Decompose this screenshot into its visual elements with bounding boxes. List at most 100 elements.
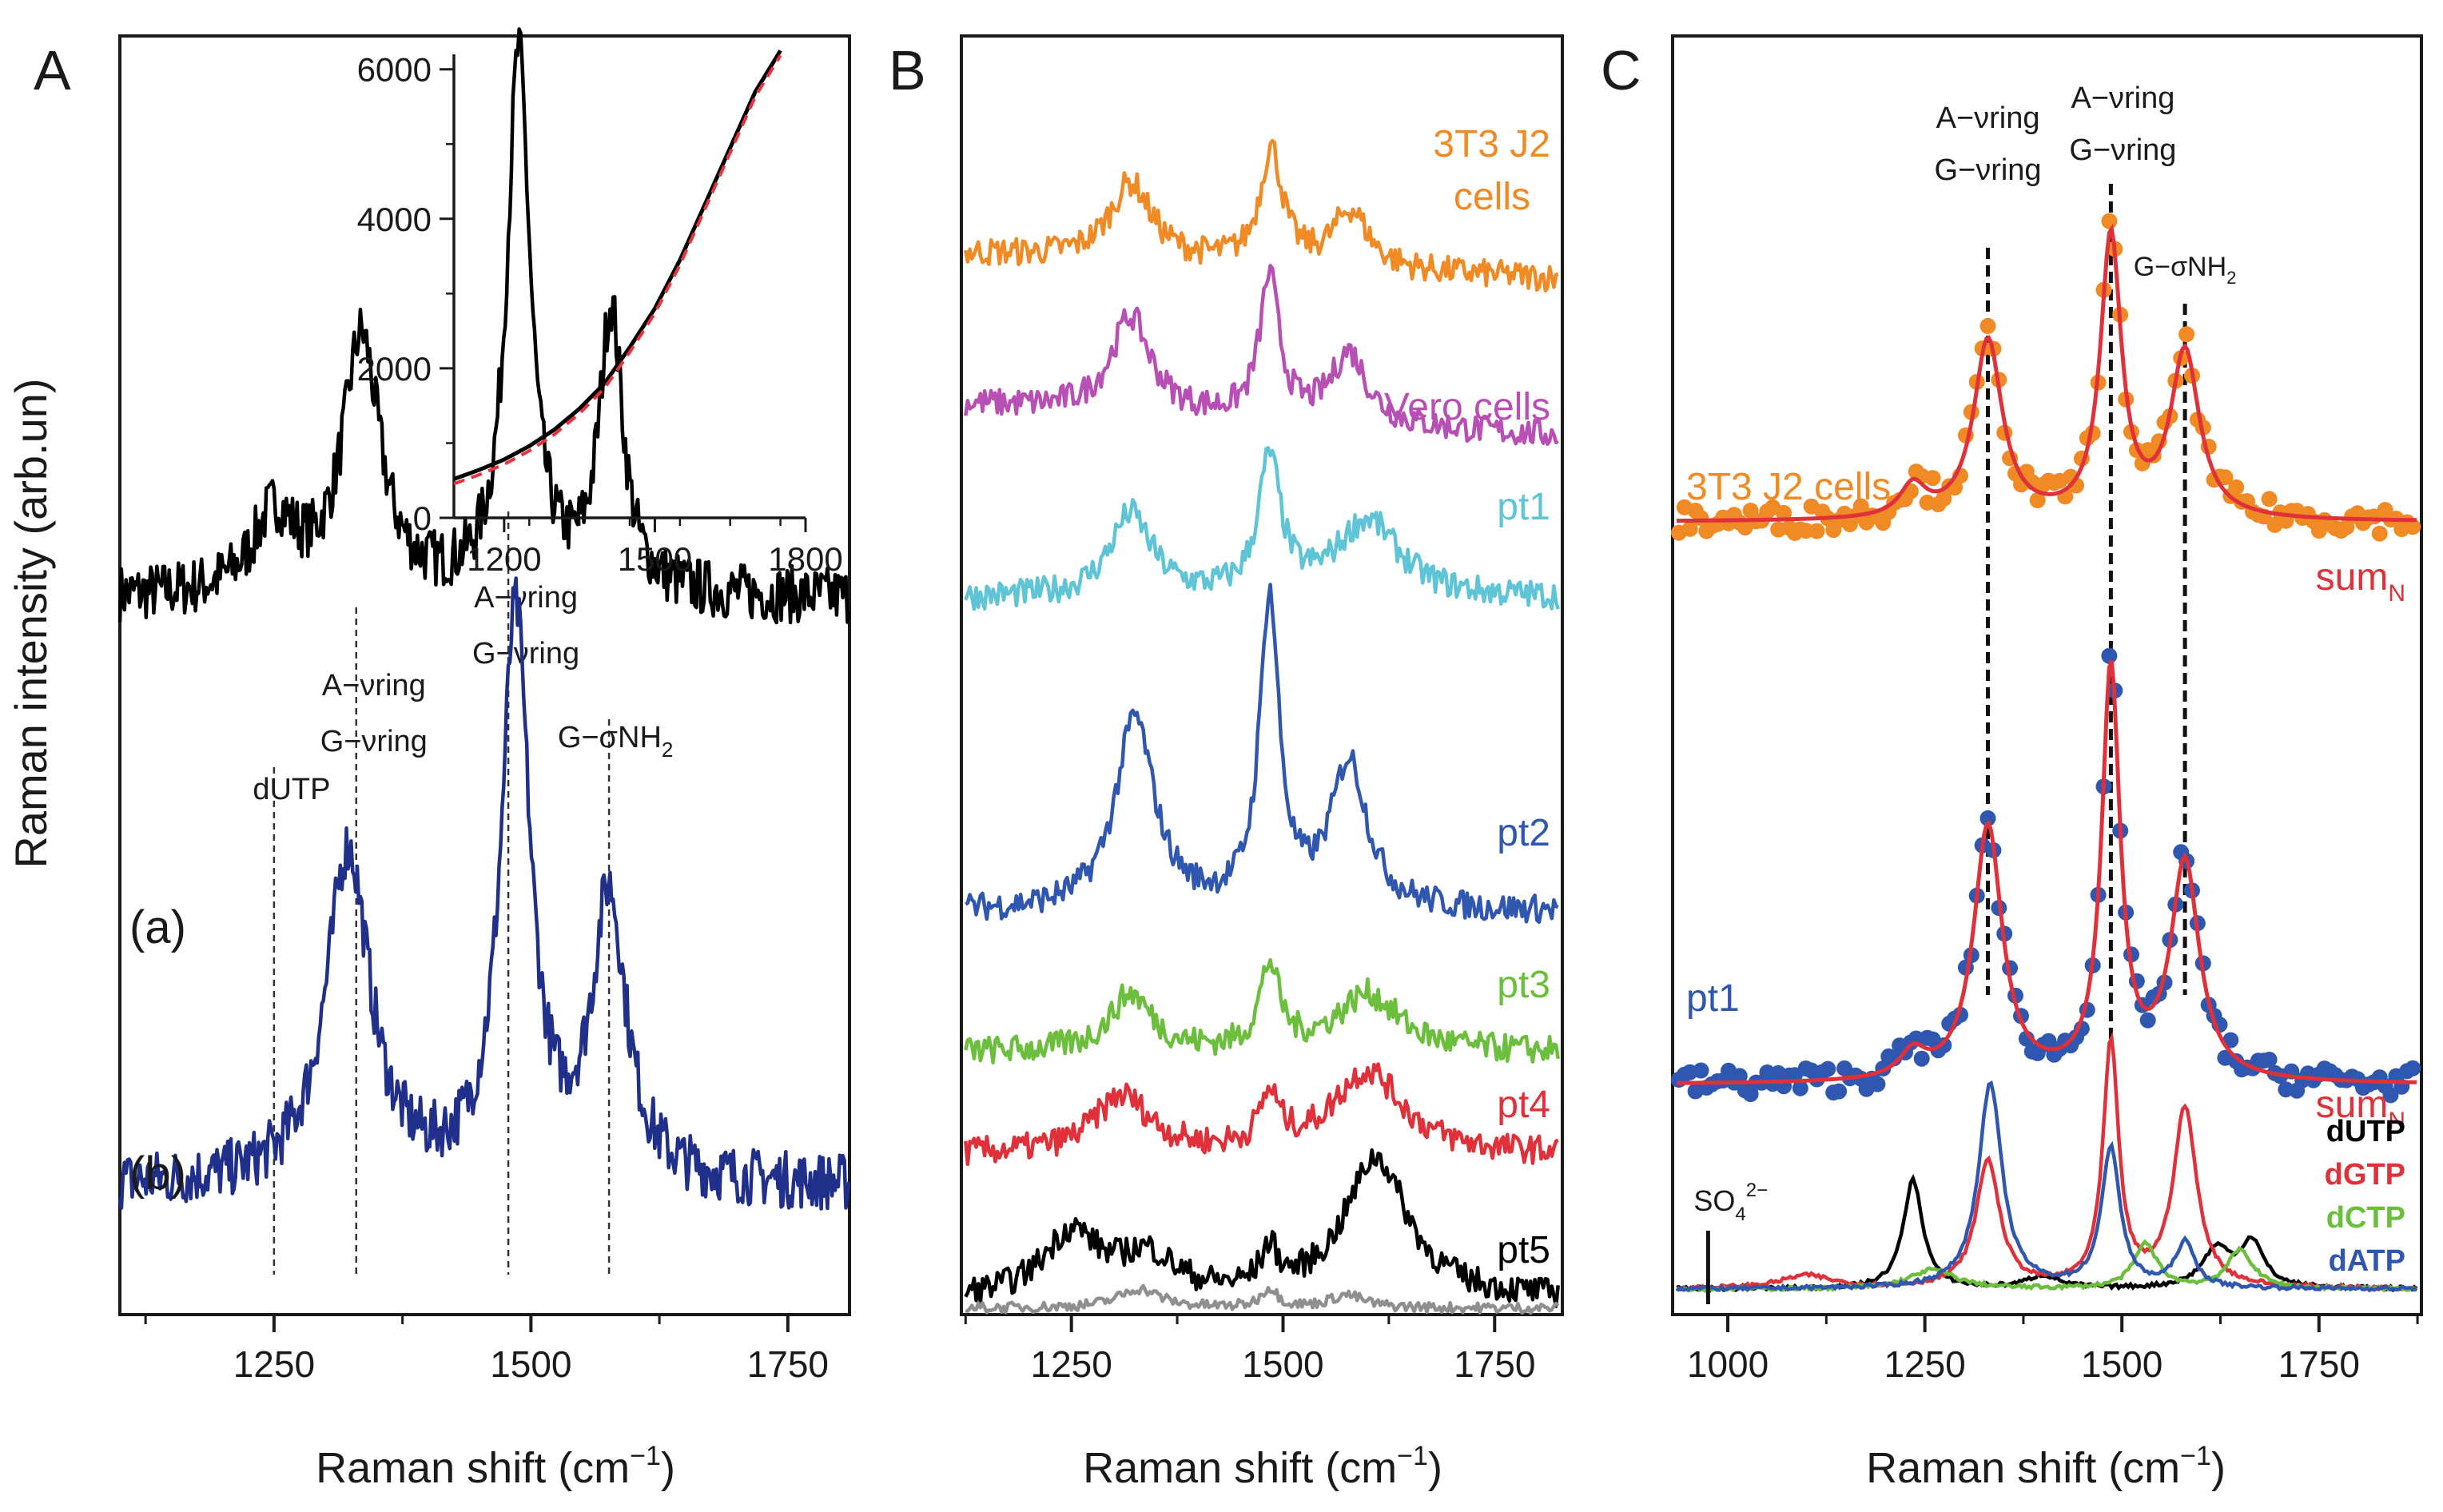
sulfate-sup: 2−	[1746, 1180, 1768, 1201]
x-axis-label: Raman shift (cm−1)	[1083, 1441, 1442, 1492]
panel-c-data-point	[1852, 498, 1869, 515]
panel-a-annotation: A−νring	[322, 669, 426, 702]
panel-c-annotation: G−νring	[2069, 133, 2176, 167]
inset-xtick-label: 1500	[618, 540, 692, 578]
panel-c-data-point	[1820, 1060, 1836, 1077]
panel-b-series-label: 3T3 J2	[1433, 123, 1550, 165]
x-axis-label-close: )	[2211, 1444, 2226, 1492]
panel-c-annotation: A−νring	[1936, 101, 2040, 135]
panel-letter-c: C	[1601, 39, 1641, 101]
panel-c-component-label: dUTP	[2326, 1115, 2405, 1148]
x-axis-label-close: )	[661, 1444, 675, 1492]
panel-c-data-point	[2261, 1052, 2278, 1068]
panel-c-data-point	[2101, 213, 2118, 229]
inset-ytick-label: 4000	[357, 201, 432, 238]
panel-c-series-label: 3T3 J2 cells	[1686, 466, 1891, 508]
panel-c-data-point	[1693, 1062, 1709, 1079]
panel-a-annotation: dUTP	[253, 773, 330, 806]
panel-c-xtick-label: 1250	[1884, 1343, 1965, 1385]
panel-a: A 1250 1500 1750 dUTP A−νring G−νring A−νring G−…	[34, 27, 851, 1492]
x-axis-label-main: Raman shift (cm	[1083, 1444, 1397, 1492]
panel-c: C 1000 1250 1500 1750 A−νring G−νring A−νring G−…	[1601, 34, 2423, 1492]
panel-c-fit-label: sumN	[2316, 556, 2405, 607]
panel-b-series	[964, 1062, 1559, 1167]
panel-c-data-point	[1924, 470, 1941, 487]
panel-b-series-label: pt3	[1497, 964, 1550, 1006]
panel-a-annotation: G−σNH2	[558, 721, 674, 762]
inset-ytick-label: 2000	[357, 350, 432, 388]
panel-b-series-label: Vero cells	[1384, 386, 1550, 428]
panel-b-xtick-label: 1250	[1031, 1343, 1112, 1385]
panel-c-data-point	[1913, 1050, 1930, 1067]
x-axis-label-sup: −1	[630, 1441, 661, 1471]
panel-a-annotation: A−νring	[474, 581, 578, 615]
panel-letter-a: A	[34, 39, 71, 101]
panel-a-frame	[118, 34, 851, 1316]
annotation-sub: 2	[2226, 268, 2236, 288]
panel-b-series-label-line2: cells	[1454, 176, 1530, 218]
panel-a-xtick-label: 1500	[490, 1343, 571, 1385]
panel-a-series-a	[117, 27, 851, 625]
panel-c-annotation: G−σNH2	[2134, 252, 2237, 288]
panel-a-annotation: G−νring	[472, 637, 579, 670]
panel-c-data-point	[2101, 647, 2118, 664]
panel-c-data-point	[2371, 525, 2388, 542]
panel-c-fit-label: sumN	[2316, 1084, 2405, 1134]
panel-c-xtick-label: 1500	[2081, 1343, 2162, 1385]
panel-b-xtick-label: 1500	[1242, 1343, 1323, 1385]
panel-c-xtick-label: 1750	[2278, 1343, 2360, 1385]
annotation-main: G−σNH	[558, 721, 662, 754]
panel-b-series-label: pt2	[1497, 812, 1550, 854]
panel-c-data-point	[1831, 1083, 1848, 1100]
panel-b-series-label: pt5	[1497, 1229, 1550, 1271]
panel-c-data-point	[2217, 469, 2234, 486]
x-axis-label-main: Raman shift (cm	[316, 1444, 630, 1492]
panel-a-series-label: (a)	[129, 901, 186, 953]
annotation-main: G−σNH	[2134, 252, 2226, 282]
sulfate-sub: 4	[1735, 1204, 1745, 1225]
fit-label-main: sum	[2316, 556, 2389, 599]
sulfate-label: SO42−	[1693, 1180, 1768, 1225]
panel-c-data-point	[1979, 318, 1996, 334]
sulfate-main: SO	[1693, 1184, 1735, 1217]
panel-b-series	[964, 957, 1560, 1064]
panel-b-series	[964, 138, 1559, 293]
panel-c-data-point	[2405, 519, 2421, 535]
panel-b-series	[964, 264, 1559, 447]
panel-a-series-label: (b)	[129, 1148, 186, 1200]
panel-b-frame	[960, 34, 1564, 1316]
panel-c-series-label: pt1	[1686, 977, 1740, 1020]
panel-b-series	[965, 583, 1559, 925]
annotation-sub: 2	[662, 738, 673, 762]
inset-data-curve	[453, 49, 782, 481]
panel-b-series	[964, 1148, 1560, 1308]
fit-label-sub: N	[2388, 580, 2405, 607]
panel-b: B 1250 1500 1750 3T3 J2 cells Vero cells pt1 pt2…	[889, 34, 1564, 1492]
panel-c-data-point	[1792, 1080, 1808, 1096]
panel-c-data-point	[1776, 504, 1792, 521]
panel-c-data-point	[1808, 523, 1825, 539]
panel-c-data-point	[2382, 1087, 2399, 1104]
panel-a-xtick-label: 1250	[233, 1343, 315, 1385]
panel-c-data-point	[1731, 1068, 1748, 1084]
panel-c-xtick-label: 1000	[1687, 1343, 1769, 1385]
panel-c-data-point	[1681, 520, 1698, 537]
panel-b-series	[965, 1283, 1560, 1315]
panel-c-data-point	[1869, 1076, 1886, 1092]
panel-a-series-b	[117, 576, 851, 1211]
fit-label-sub: N	[2388, 1108, 2405, 1134]
x-axis-label-close: )	[1428, 1444, 1442, 1492]
panel-c-data-point	[2178, 326, 2195, 343]
inset-ytick-label: 6000	[357, 51, 432, 89]
panel-c-data-point	[1936, 490, 1952, 507]
panel-c-annotation: A−νring	[2071, 82, 2174, 115]
panel-c-frame	[1671, 34, 2423, 1316]
x-axis-label: Raman shift (cm−1)	[1866, 1441, 2226, 1492]
panel-c-data-point	[1979, 810, 1996, 826]
x-axis-label-main: Raman shift (cm	[1866, 1444, 2180, 1492]
y-axis-label-text: Raman intensity (arb.un)	[6, 378, 56, 868]
inset-xtick-label: 1200	[467, 540, 541, 578]
panel-b-series-label: pt1	[1497, 486, 1550, 528]
inset-fit-curve	[453, 54, 782, 486]
